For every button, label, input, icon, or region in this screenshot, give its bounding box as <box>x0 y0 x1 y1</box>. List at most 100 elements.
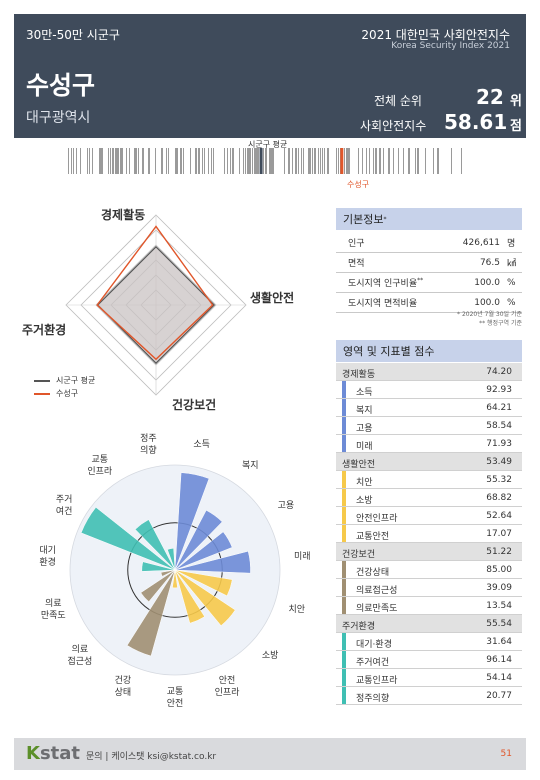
distribution-tick <box>301 148 302 174</box>
rose-petal <box>126 569 176 657</box>
score-indicator-row: 의료접근성 39.09 <box>336 579 522 597</box>
distribution-barcode <box>68 148 462 174</box>
category-color-bar <box>342 525 346 542</box>
score-label: 정주의향 <box>356 694 390 704</box>
info-label: 도시지역 인구비율** <box>348 277 424 289</box>
score-label: 고용 <box>356 424 373 434</box>
distribution-tick <box>180 148 181 174</box>
basic-info-table: 인구 426,611 명 면적 76.5 ㎢ 도시지역 인구비율** 100.0… <box>336 233 522 313</box>
rose-chart <box>69 464 281 676</box>
distribution-tick <box>461 148 462 174</box>
distribution-tick <box>100 148 101 174</box>
score-category-row: 주거환경 55.54 <box>336 615 522 633</box>
rose-petal <box>174 531 233 571</box>
rose-label: 주거 여건 <box>55 495 73 517</box>
distribution-tick <box>369 148 370 174</box>
distribution-tick <box>120 148 121 174</box>
distribution-tick <box>252 148 253 174</box>
distribution-tick <box>254 148 255 174</box>
distribution-tick <box>162 148 163 174</box>
distribution-tick <box>303 148 304 174</box>
distribution-tick <box>322 148 323 174</box>
category-color-bar <box>342 381 346 398</box>
score-label: 건강보건 <box>342 550 376 560</box>
rose-petal <box>140 569 176 602</box>
distribution-tick <box>204 148 205 174</box>
score-label: 주거여건 <box>356 658 390 668</box>
rose-label: 의료 만족도 <box>40 598 66 621</box>
distribution-tick <box>348 148 349 174</box>
distribution-tick <box>266 148 267 174</box>
score-value: 74.20 <box>486 367 512 377</box>
rose-petal <box>174 472 210 571</box>
distribution-tick <box>161 148 162 174</box>
category-color-bar <box>342 687 346 704</box>
rose-label: 교통 인프라 <box>87 455 113 478</box>
distribution-tick <box>168 148 169 174</box>
distribution-tick <box>320 148 321 174</box>
legend-item-avg: 시군구 평균 <box>34 374 95 387</box>
distribution-tick <box>408 148 409 174</box>
category-color-bar <box>342 561 346 578</box>
distribution-tick <box>73 148 74 174</box>
rose-petal <box>174 509 223 571</box>
score-label: 건강상태 <box>356 568 390 578</box>
distribution-tick <box>383 148 384 174</box>
category-color-bar <box>342 651 346 668</box>
rose-label: 치안 <box>288 604 306 615</box>
rose-petal <box>80 506 176 571</box>
distribution-tick <box>112 148 113 174</box>
score-indicator-row: 교통인프라 54.14 <box>336 669 522 687</box>
distribution-tick <box>202 148 203 174</box>
score-indicator-row: 안전인프라 52.64 <box>336 507 522 525</box>
radar-chart <box>65 214 247 396</box>
score-value: 17.07 <box>486 529 512 539</box>
score-value: 39.09 <box>486 583 512 593</box>
distribution-tick <box>284 148 285 174</box>
category-color-bar <box>342 579 346 596</box>
info-value: 100.0 <box>474 297 500 308</box>
distribution-tick <box>269 148 270 174</box>
distribution-tick <box>272 148 273 174</box>
distribution-tick <box>176 148 177 174</box>
rose-petal <box>160 569 176 577</box>
distribution-tick <box>87 148 88 174</box>
distribution-tick <box>224 148 225 174</box>
distribution-tick <box>116 148 117 174</box>
score-value: 68.82 <box>486 493 512 503</box>
score-value: 55.54 <box>486 619 512 629</box>
radar-axis-health: 건강보건 <box>172 398 217 412</box>
distribution-tick <box>195 148 196 174</box>
info-unit: 명 <box>507 239 516 249</box>
distribution-tick <box>76 148 77 174</box>
distribution-tick <box>117 148 118 174</box>
score-value: 58.61 <box>444 110 508 134</box>
distribution-tick <box>257 148 258 174</box>
score-value: 51.22 <box>486 547 512 557</box>
legend-label-avg: 시군구 평균 <box>56 376 96 385</box>
distribution-tick <box>263 148 264 174</box>
distribution-tick <box>380 148 381 174</box>
info-row-area: 면적 76.5 ㎢ <box>336 253 522 273</box>
distribution-tick <box>344 148 345 174</box>
distribution-tick <box>181 148 182 174</box>
info-value: 76.5 <box>479 257 500 268</box>
rose-petal <box>167 547 176 571</box>
distribution-tick <box>338 148 339 174</box>
distribution-tick <box>373 148 374 174</box>
distribution-tick <box>398 148 399 174</box>
distribution-tick <box>437 148 438 174</box>
report-title: 2021 대한민국 사회안전지수 <box>361 28 510 42</box>
distribution-tick <box>288 148 289 174</box>
score-label: 교통안전 <box>356 532 390 542</box>
radar-axis-economy: 경제활동 <box>101 208 146 222</box>
score-value: 31.64 <box>486 637 512 647</box>
radar-axis-safety: 생활안전 <box>250 291 295 305</box>
distribution-tick <box>233 148 234 174</box>
distribution-tick <box>136 148 137 174</box>
radar-axis-housing: 주거환경 <box>22 323 67 337</box>
score-value: 92.93 <box>486 385 512 395</box>
category-color-bar <box>342 399 346 416</box>
distribution-tick <box>336 148 337 174</box>
score-value: 13.54 <box>486 601 512 611</box>
